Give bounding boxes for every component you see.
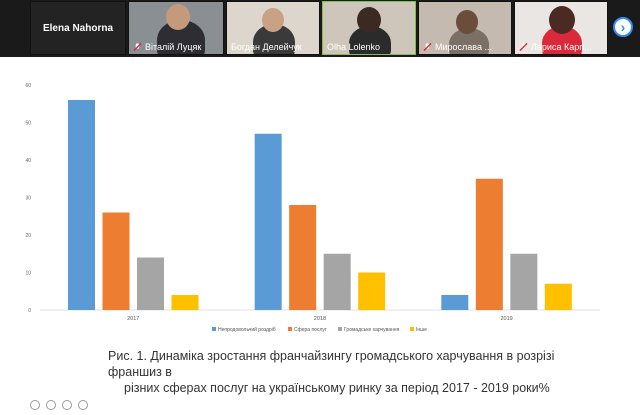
y-tick-label: 60	[25, 83, 31, 89]
caption-line-1: Рис. 1. Динаміка зростання франчайзингу …	[108, 349, 555, 379]
participant-tile[interactable]: Мирослава ...	[418, 1, 512, 55]
bar-3	[323, 253, 351, 310]
participant-tile[interactable]: Elena Nahorna	[30, 1, 126, 55]
legend-swatch	[410, 327, 414, 331]
y-tick-label: 10	[25, 271, 31, 277]
participant-video	[456, 10, 478, 34]
participant-video	[262, 8, 284, 32]
legend-swatch	[212, 327, 216, 331]
annotation-toolbar	[30, 400, 88, 410]
participant-name: Віталій Луцяк	[145, 42, 202, 52]
bar-2	[289, 205, 317, 310]
legend-label: Громадське харчування	[344, 327, 400, 333]
pointer-icon[interactable]	[30, 400, 40, 410]
y-tick-label: 30	[25, 196, 31, 202]
chevron-right-icon[interactable]: ›	[613, 17, 633, 37]
zoom-out-icon[interactable]	[46, 400, 56, 410]
y-tick-label: 0	[28, 308, 31, 314]
participant-tile[interactable]: Богдан Делейчук	[226, 1, 320, 55]
participant-video	[357, 7, 381, 33]
participant-tile-active[interactable]: Olha Lolenko	[322, 1, 416, 55]
bar-4	[544, 283, 572, 310]
x-tick-label: 2017	[127, 316, 139, 322]
y-tick-label: 50	[25, 121, 31, 127]
participant-strip: Elena Nahorna Віталій Луцяк Богдан Делей…	[0, 0, 640, 57]
fit-icon[interactable]	[78, 400, 88, 410]
mic-muted-icon	[423, 42, 432, 52]
x-tick-label: 2019	[500, 316, 512, 322]
legend-swatch	[288, 327, 292, 331]
participant-name: Лариса Карп...	[531, 42, 592, 52]
bar-chart: 0 10 20 30 40 50 60 2017 2018 2019 Непродовольчий …	[25, 83, 600, 333]
bar-1	[68, 100, 95, 310]
mic-muted-icon	[133, 42, 142, 52]
participant-name: Богдан Делейчук	[231, 42, 302, 52]
x-tick-label: 2018	[314, 316, 326, 322]
next-page-label: ›	[620, 19, 626, 35]
bar-4	[358, 272, 386, 310]
legend-label: Сфера послуг	[294, 327, 327, 333]
bar-1	[254, 133, 282, 310]
zoom-in-icon[interactable]	[62, 400, 72, 410]
shared-slide: 0 10 20 30 40 50 60 2017 2018 2019 Непродовольчий …	[0, 57, 640, 415]
bar-1	[441, 295, 469, 310]
mic-muted-icon	[519, 42, 528, 52]
legend-label: Непродовольчий роздріб	[218, 326, 276, 333]
figure-caption: Рис. 1. Динаміка зростання франчайзингу …	[108, 348, 608, 396]
participant-name: Olha Lolenko	[327, 42, 381, 52]
legend-label: Інше	[416, 327, 427, 333]
participant-name: Мирослава ...	[435, 42, 492, 52]
legend-swatch	[338, 327, 342, 331]
caption-line-2: різних сферах послуг на українському рин…	[124, 381, 550, 395]
participant-video	[166, 4, 190, 30]
bar-4	[171, 295, 199, 310]
participant-tile[interactable]: Віталій Луцяк	[128, 1, 224, 55]
y-tick-label: 20	[25, 233, 31, 239]
bar-2	[475, 178, 503, 310]
participant-tile[interactable]: Лариса Карп...	[514, 1, 608, 55]
y-tick-label: 40	[25, 158, 31, 164]
bar-3	[137, 257, 164, 310]
bar-2	[102, 212, 130, 310]
participant-name: Elena Nahorna	[42, 23, 114, 34]
participant-video	[549, 6, 575, 34]
bar-3	[510, 253, 538, 310]
